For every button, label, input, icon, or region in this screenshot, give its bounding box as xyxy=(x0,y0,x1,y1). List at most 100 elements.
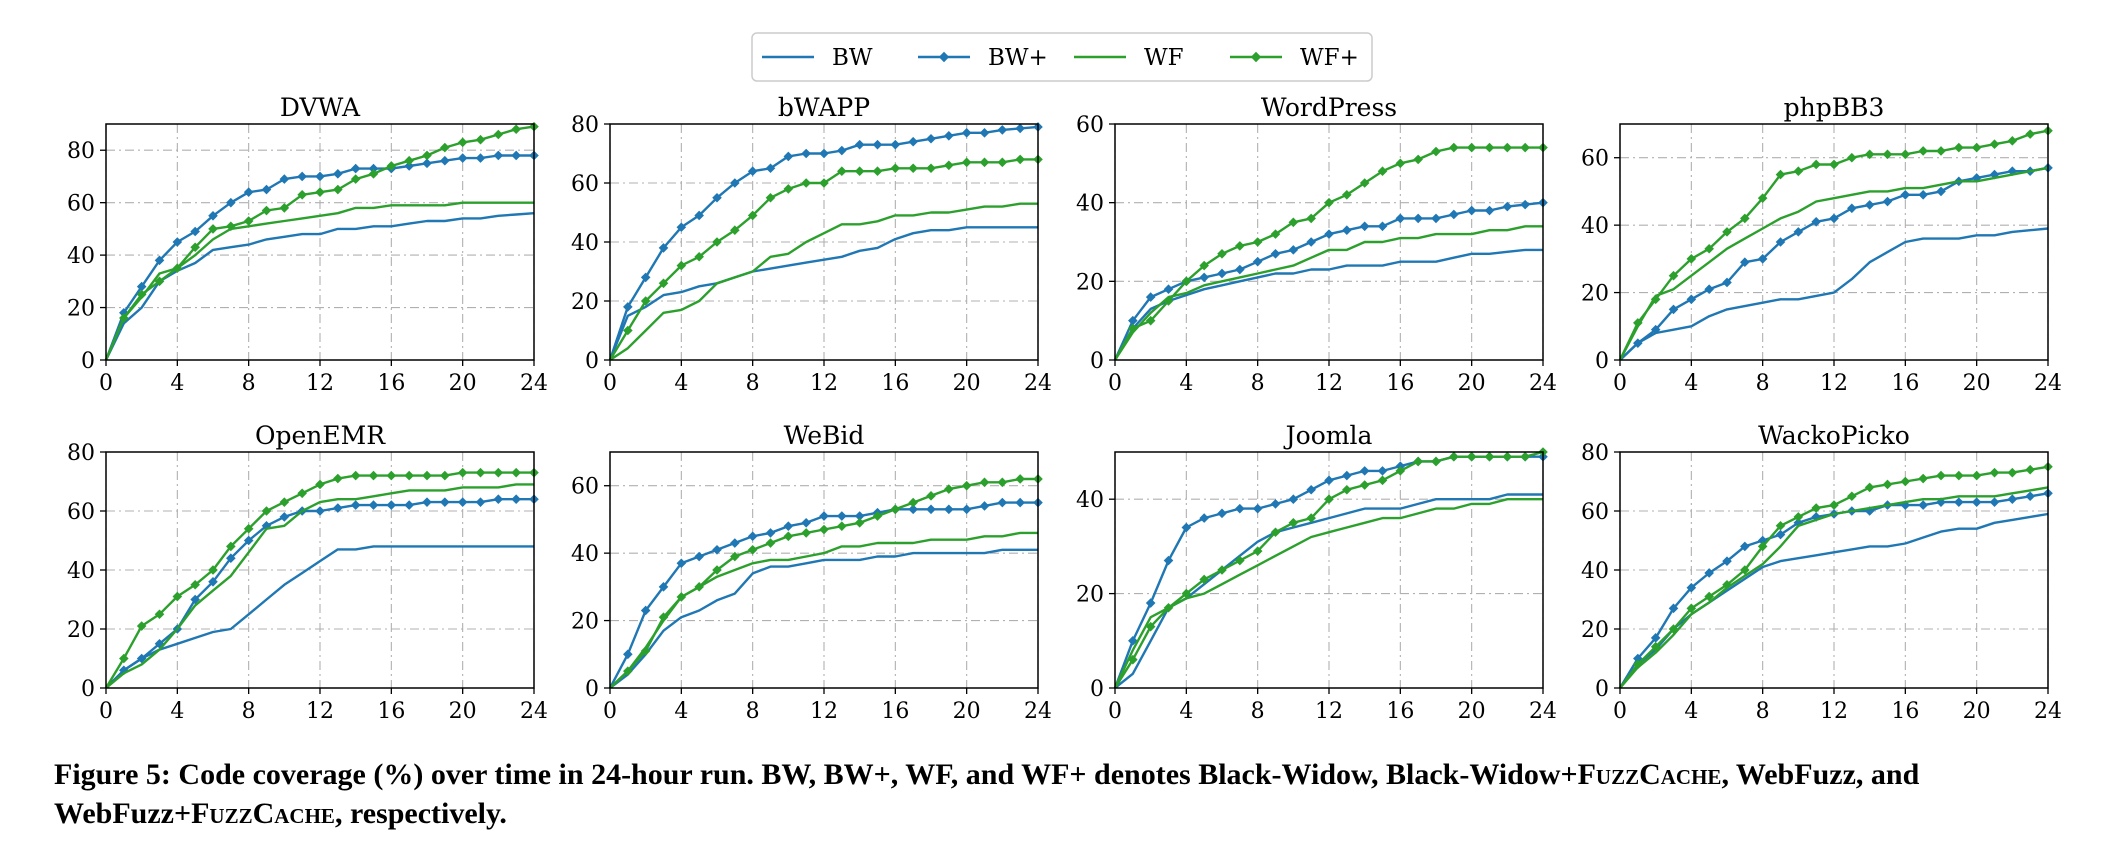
data-point-bw-plus xyxy=(154,638,165,649)
data-point-bw-plus xyxy=(333,169,343,179)
chart-panel-wackopicko: 0 4 8 12 16 20 24 0 20 40 60 80 WackoPicko xyxy=(1581,421,2062,724)
data-point-wf-plus xyxy=(890,163,901,174)
series-line-bw xyxy=(608,226,1038,360)
chart-title: WackoPicko xyxy=(1758,421,1910,450)
data-point-wf-plus xyxy=(1484,142,1495,153)
data-point-bw-plus xyxy=(926,504,936,515)
data-point-wf-plus xyxy=(1306,213,1316,224)
data-point-wf-plus xyxy=(1413,154,1423,165)
data-point-bw-plus xyxy=(279,512,290,522)
data-point-wf-plus xyxy=(493,129,504,140)
data-point-bw-plus xyxy=(1217,268,1227,279)
data-point-wf-plus xyxy=(368,470,379,481)
y-tick-label: 20 xyxy=(571,290,599,315)
data-point-wf-plus xyxy=(1829,500,1839,510)
y-tick-label: 0 xyxy=(1090,349,1104,374)
data-point-wf-plus xyxy=(1395,158,1406,169)
data-point-wf-plus xyxy=(1757,193,1768,203)
legend-item-bw-plus: BW+ xyxy=(918,45,1048,71)
data-point-bw-plus xyxy=(1936,186,1946,197)
data-point-wf-plus xyxy=(350,470,361,481)
y-tick-label: 80 xyxy=(67,441,95,466)
data-point-wf-plus xyxy=(1847,491,1857,502)
data-point-bw-plus xyxy=(1377,221,1388,232)
chart-panel-dvwa: 0 4 8 12 16 20 24 0 20 40 60 80 DVWA xyxy=(67,93,548,396)
data-point-wf-plus xyxy=(926,163,936,174)
data-point-bw-plus xyxy=(440,497,450,507)
data-point-bw-plus xyxy=(368,500,379,510)
data-point-wf-plus xyxy=(658,612,669,622)
y-tick-label: 60 xyxy=(67,500,95,525)
x-tick-label: 8 xyxy=(1251,699,1265,724)
data-point-bw-plus xyxy=(1520,199,1530,210)
data-point-bw-plus xyxy=(261,184,272,195)
data-point-wf-plus xyxy=(1252,237,1263,247)
y-tick-label: 0 xyxy=(585,677,599,702)
data-point-wf-plus xyxy=(1502,142,1513,153)
y-tick-label: 20 xyxy=(67,297,95,322)
data-point-bw-plus xyxy=(872,139,883,150)
data-point-wf-plus xyxy=(1270,527,1281,538)
caption-fuzzcache-1: FuzzCache xyxy=(1577,758,1722,791)
data-point-wf-plus xyxy=(979,477,990,488)
x-tick-label: 20 xyxy=(1458,699,1486,724)
data-point-wf-plus xyxy=(765,192,776,203)
x-tick-label: 16 xyxy=(1891,371,1919,396)
x-tick-label: 16 xyxy=(881,371,909,396)
data-point-bw-plus xyxy=(315,506,325,516)
data-point-bw-plus xyxy=(1722,277,1732,288)
x-tick-label: 16 xyxy=(377,371,405,396)
data-point-bw-plus xyxy=(623,649,633,660)
series-line-bw xyxy=(1619,227,2049,360)
data-point-wf-plus xyxy=(1793,166,1804,176)
data-point-bw-plus xyxy=(819,511,829,521)
data-point-bw-plus xyxy=(908,504,918,515)
data-point-bw-plus xyxy=(1359,221,1370,232)
data-point-bw-plus xyxy=(1199,272,1209,283)
data-point-bw-plus xyxy=(712,544,722,555)
plot-area xyxy=(1618,461,2053,688)
x-tick-label: 8 xyxy=(1756,699,1770,724)
data-point-bw-plus xyxy=(1775,529,1786,540)
data-point-bw-plus xyxy=(765,163,776,174)
data-point-wf-plus xyxy=(315,187,325,197)
data-point-wf-plus xyxy=(890,504,901,515)
data-point-bw-plus xyxy=(493,150,504,161)
data-point-wf-plus xyxy=(457,137,468,148)
data-point-wf-plus xyxy=(1811,159,1821,170)
y-tick-label: 20 xyxy=(571,610,599,635)
data-point-bw-plus xyxy=(783,521,794,531)
data-point-wf-plus xyxy=(368,169,379,179)
data-point-bw-plus xyxy=(1971,497,1982,507)
data-point-bw-plus xyxy=(1668,603,1679,614)
data-point-bw-plus xyxy=(944,504,954,515)
series-line-wf xyxy=(609,202,1038,360)
data-point-wf-plus xyxy=(1740,213,1750,224)
data-point-bw-plus xyxy=(1306,237,1316,247)
data-point-bw-plus xyxy=(1306,484,1316,495)
data-point-bw-plus xyxy=(422,158,432,169)
data-point-wf-plus xyxy=(1757,541,1768,552)
data-point-wf-plus xyxy=(1163,296,1174,306)
data-point-bw-plus xyxy=(457,497,468,507)
x-tick-label: 0 xyxy=(1613,371,1627,396)
data-point-wf-plus xyxy=(1650,294,1661,305)
data-point-bw-plus xyxy=(404,161,414,171)
data-point-bw-plus xyxy=(2007,494,2018,504)
data-point-bw-plus xyxy=(1775,237,1786,247)
x-tick-label: 12 xyxy=(1820,371,1848,396)
data-point-wf-plus xyxy=(136,289,147,300)
data-point-bw-plus xyxy=(1793,227,1804,237)
x-tick-label: 8 xyxy=(746,699,760,724)
data-point-wf-plus xyxy=(1377,166,1388,176)
x-tick-label: 12 xyxy=(810,699,838,724)
x-tick-label: 8 xyxy=(1756,371,1770,396)
data-point-wf-plus xyxy=(819,524,829,535)
figure-caption: Figure 5: Code coverage (%) over time in… xyxy=(54,755,2064,833)
data-point-wf-plus xyxy=(1936,470,1946,481)
y-tick-label: 60 xyxy=(67,192,95,217)
data-point-wf-plus xyxy=(1466,451,1477,462)
data-point-bw-plus xyxy=(765,528,776,538)
x-tick-label: 8 xyxy=(242,371,256,396)
data-point-bw-plus xyxy=(1252,256,1263,267)
